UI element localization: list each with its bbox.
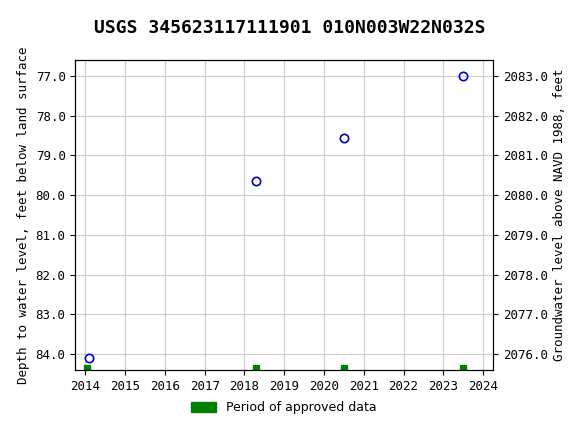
Y-axis label: Depth to water level, feet below land surface: Depth to water level, feet below land su…	[17, 46, 30, 384]
Text: USGS 345623117111901 010N003W22N032S: USGS 345623117111901 010N003W22N032S	[94, 19, 486, 37]
Y-axis label: Groundwater level above NAVD 1988, feet: Groundwater level above NAVD 1988, feet	[553, 69, 566, 361]
Text: ≡USGS: ≡USGS	[12, 10, 70, 29]
Legend: Period of approved data: Period of approved data	[186, 396, 382, 419]
